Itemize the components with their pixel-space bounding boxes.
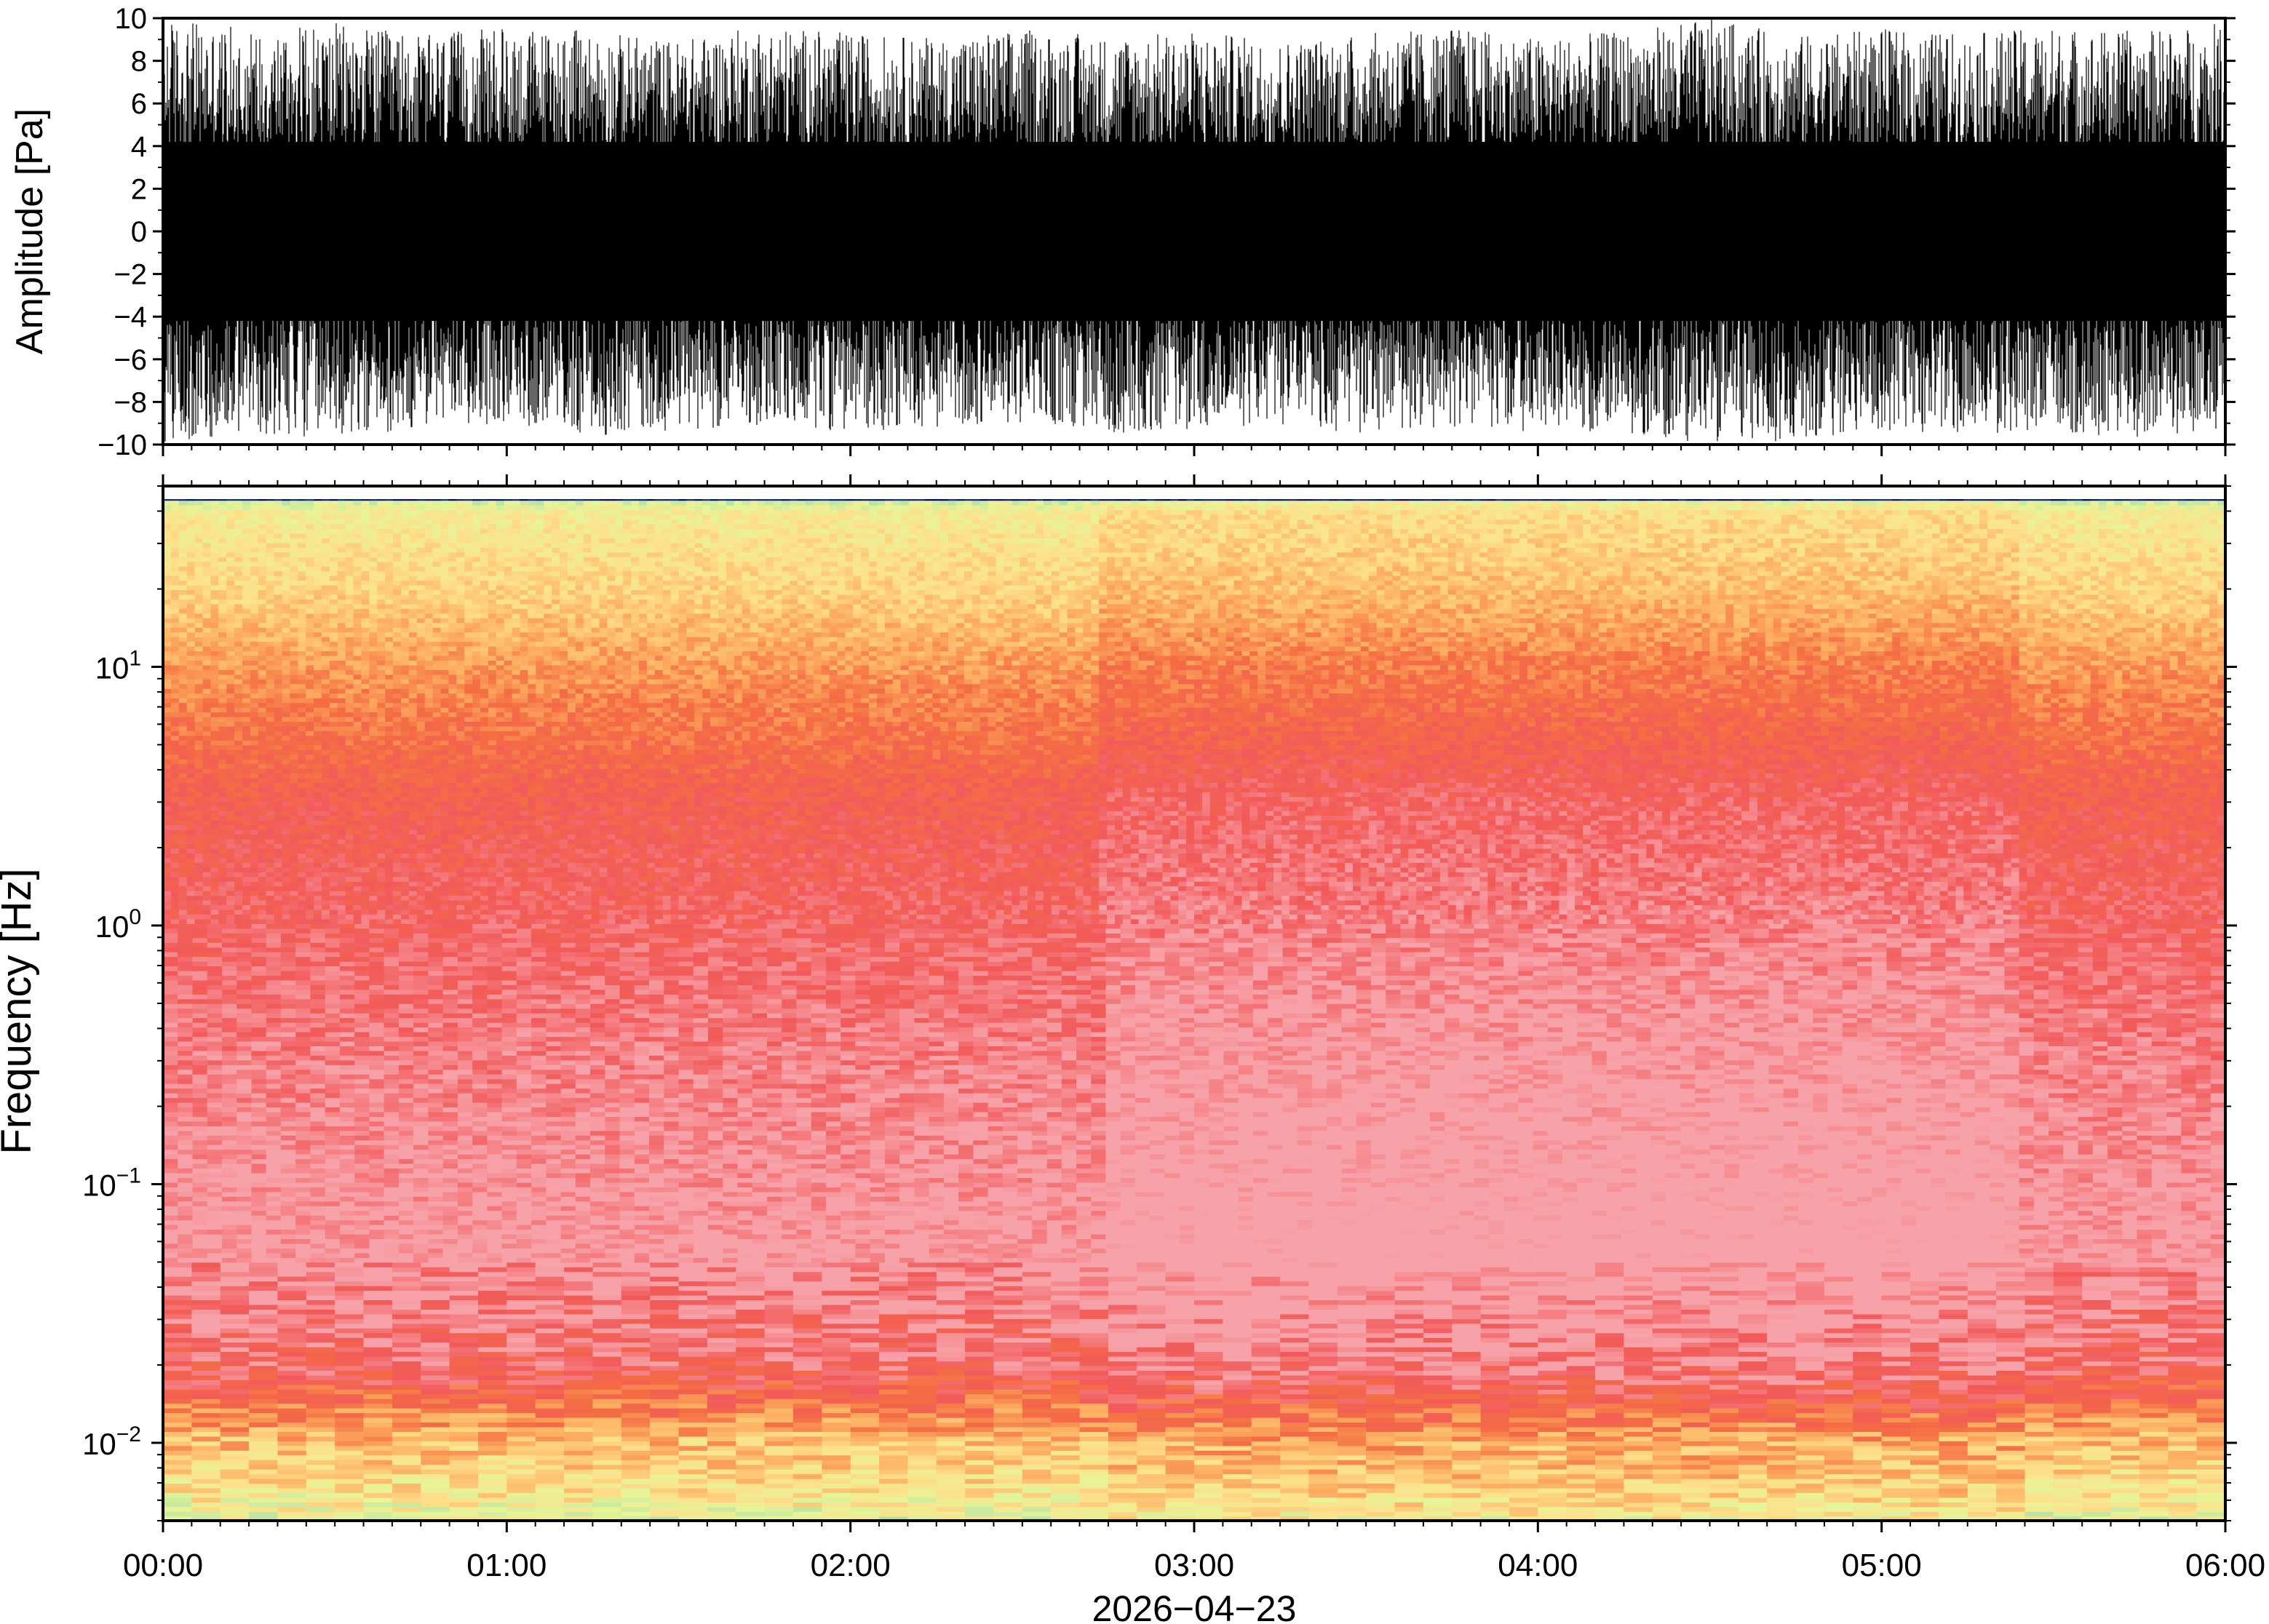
waveform-y-tick-label: 0 <box>131 216 147 248</box>
waveform-y-tick-label: −8 <box>114 386 147 418</box>
spectrogram-y-tick-label: 10−2 <box>82 1422 141 1461</box>
x-tick-label: 02:00 <box>811 1548 891 1583</box>
x-tick-label: 04:00 <box>1498 1548 1578 1583</box>
waveform-y-tick-label: −6 <box>114 344 147 376</box>
waveform-y-tick-label: 8 <box>131 46 147 78</box>
waveform-y-tick-label: 6 <box>131 88 147 120</box>
x-tick-label: 00:00 <box>123 1548 203 1583</box>
spectrogram-y-label: Frequency [Hz] <box>0 868 40 1154</box>
x-tick-label: 06:00 <box>2185 1548 2265 1583</box>
spectrogram-panel: 10−2 10−1 100 101 00:00 01:00 02:00 03:00 04:00… <box>0 474 2265 1624</box>
x-tick-label: 03:00 <box>1154 1548 1234 1583</box>
spectrogram-y-tick-label: 101 <box>95 646 141 685</box>
waveform-y-label: Amplitude [Pa] <box>9 108 51 354</box>
waveform-x-ticks <box>163 445 2225 456</box>
waveform-trace <box>163 19 2225 442</box>
waveform-y-tick-label: 2 <box>131 173 147 205</box>
x-tick-label: 01:00 <box>466 1548 547 1583</box>
spectrogram-heatmap <box>163 486 2226 1521</box>
x-tick-label: 05:00 <box>1842 1548 1922 1583</box>
spectrogram-y-tick-label: 100 <box>95 905 141 944</box>
waveform-y-tick-label: −10 <box>98 429 147 461</box>
x-axis-date-label: 2026−04−23 <box>1092 1588 1297 1624</box>
waveform-y-tick-label: −2 <box>114 259 147 291</box>
waveform-y-tick-label: −4 <box>114 301 147 333</box>
waveform-line <box>163 19 2225 442</box>
waveform-panel: −10 −8 −6 −4 −2 0 2 4 6 8 10 Amplitude [Pa] <box>9 3 2236 461</box>
waveform-y-tick-label: 4 <box>131 131 147 163</box>
spectrogram-y-tick-label: 10−1 <box>82 1163 141 1202</box>
waveform-y-tick-label: 10 <box>115 3 148 35</box>
